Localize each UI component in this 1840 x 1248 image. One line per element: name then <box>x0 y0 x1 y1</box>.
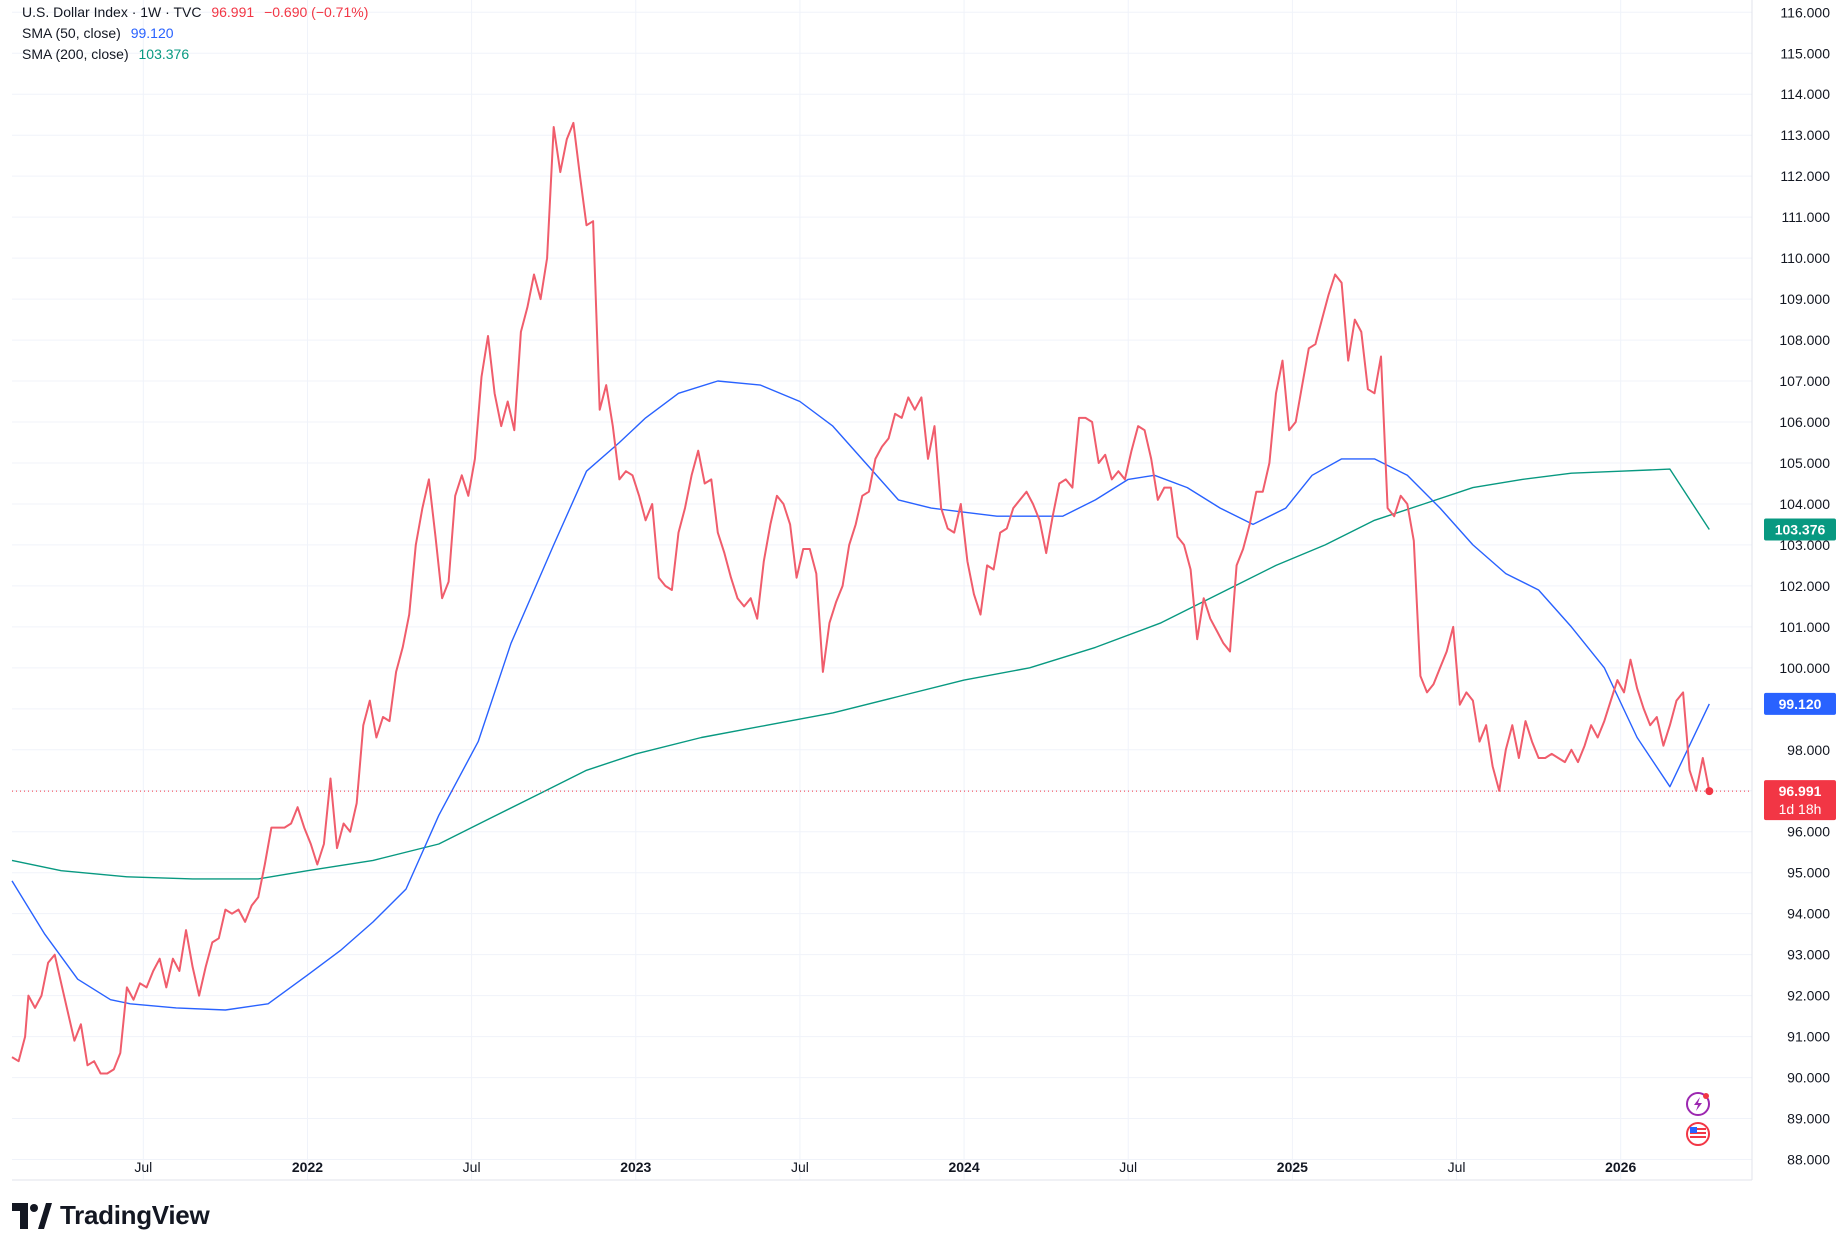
sma50-badge: 99.120 <box>1764 692 1836 715</box>
sma50-row[interactable]: SMA (50, close) 99.120 <box>22 23 374 44</box>
x-tick-label: 2026 <box>1605 1159 1636 1175</box>
sma200-label: SMA (200, close) <box>22 46 129 62</box>
sma200-badge: 103.376 <box>1764 518 1836 541</box>
y-tick-label: 95.000 <box>1787 865 1830 881</box>
sma50-badge-value: 99.120 <box>1779 696 1822 712</box>
last-price: 96.991 <box>211 4 255 20</box>
tradingview-logo-icon <box>12 1202 52 1229</box>
sma50-label: SMA (50, close) <box>22 25 121 41</box>
y-tick-label: 107.000 <box>1779 373 1830 389</box>
symbol-row[interactable]: U.S. Dollar Index · 1W · TVC 96.991 −0.6… <box>22 2 374 23</box>
x-tick-label: 2023 <box>620 1159 651 1175</box>
y-tick-label: 115.000 <box>1780 45 1830 61</box>
sma200-row[interactable]: SMA (200, close) 103.376 <box>22 44 374 65</box>
y-tick-label: 116.000 <box>1780 4 1830 20</box>
lightning-icon[interactable] <box>1686 1092 1710 1116</box>
y-tick-label: 102.000 <box>1779 578 1830 594</box>
tradingview-logo[interactable]: TradingView <box>12 1200 210 1231</box>
x-tick-label: 2022 <box>292 1159 323 1175</box>
sma200-series-line <box>11 468 1710 880</box>
y-tick-label: 114.000 <box>1780 86 1830 102</box>
x-tick-label: Jul <box>134 1159 152 1175</box>
series-layer <box>11 121 1714 1075</box>
x-tick-label: Jul <box>791 1159 809 1175</box>
y-tick-label: 109.000 <box>1779 291 1830 307</box>
price-badge: 96.991 1d 18h <box>1764 780 1836 821</box>
price-change: −0.690 (−0.71%) <box>264 4 369 20</box>
price-series-line <box>11 121 1711 1075</box>
sma200-value: 103.376 <box>138 46 190 62</box>
y-tick-label: 108.000 <box>1779 332 1830 348</box>
y-tick-label: 106.000 <box>1779 414 1830 430</box>
bar-countdown: 1d 18h <box>1779 801 1822 817</box>
y-tick-label: 90.000 <box>1787 1070 1830 1086</box>
symbol-label: U.S. Dollar Index · 1W · TVC <box>22 4 202 20</box>
us-flag-icon[interactable] <box>1686 1122 1710 1146</box>
y-tick-label: 111.000 <box>1781 209 1830 225</box>
price-badge-value: 96.991 <box>1779 783 1822 799</box>
y-axis[interactable]: 88.000 89.000 90.000 91.000 92.000 93.000 94.0… <box>1779 4 1830 1167</box>
y-tick-label: 104.000 <box>1779 496 1830 512</box>
y-tick-label: 113.000 <box>1780 127 1830 143</box>
y-tick-label: 110.000 <box>1780 250 1830 266</box>
x-tick-label: Jul <box>1448 1159 1466 1175</box>
sma200-badge-value: 103.376 <box>1775 522 1826 538</box>
y-tick-label: 96.000 <box>1787 824 1830 840</box>
x-tick-label: Jul <box>463 1159 481 1175</box>
brand-name: TradingView <box>60 1200 210 1230</box>
x-tick-label: Jul <box>1119 1159 1137 1175</box>
y-tick-label: 105.000 <box>1779 455 1830 471</box>
x-axis[interactable]: Jul 2022 Jul 2023 Jul 2024 Jul 2025 Jul 2026 <box>134 1159 1636 1175</box>
y-tick-label: 101.000 <box>1779 619 1830 635</box>
sma50-value: 99.120 <box>130 25 174 41</box>
last-price-dot <box>1705 787 1714 796</box>
y-tick-label: 98.000 <box>1787 742 1830 758</box>
y-tick-label: 94.000 <box>1787 906 1830 922</box>
x-tick-label: 2025 <box>1277 1159 1308 1175</box>
y-tick-label: 88.000 <box>1787 1152 1830 1168</box>
sma50-series-line <box>11 380 1710 1011</box>
y-tick-label: 93.000 <box>1787 947 1830 963</box>
chart-grid <box>12 0 1752 1180</box>
chart-legend: U.S. Dollar Index · 1W · TVC 96.991 −0.6… <box>22 2 374 65</box>
y-tick-label: 92.000 <box>1787 988 1830 1004</box>
y-tick-label: 100.000 <box>1779 660 1830 676</box>
y-tick-label: 112.000 <box>1780 168 1830 184</box>
y-tick-label: 89.000 <box>1787 1111 1830 1127</box>
x-tick-label: 2024 <box>948 1159 979 1175</box>
y-tick-label: 91.000 <box>1787 1029 1830 1045</box>
y-tick-label: 103.000 <box>1779 537 1830 553</box>
